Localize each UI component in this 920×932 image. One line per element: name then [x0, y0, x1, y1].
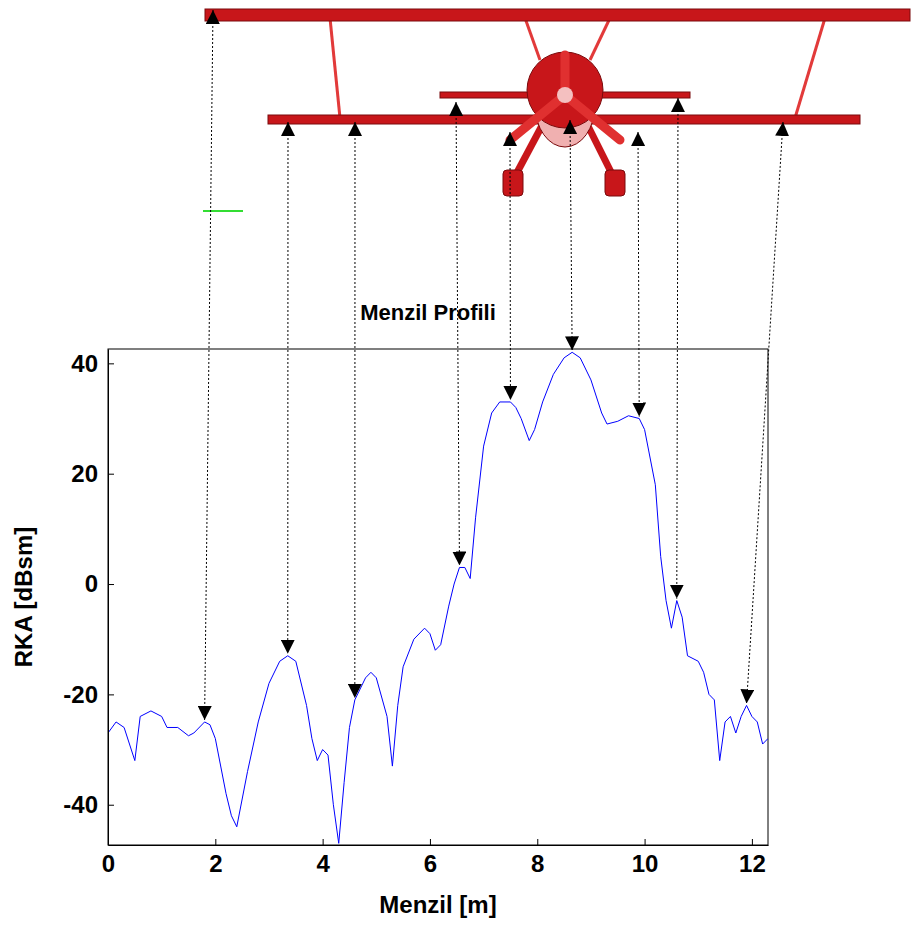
- tick: 40: [71, 350, 114, 377]
- peak-arrow: [677, 98, 678, 599]
- tick: 2: [209, 839, 222, 877]
- tick: 10: [632, 839, 659, 877]
- y-axis-title: RKA [dBsm]: [10, 527, 37, 667]
- tick-label: 0: [102, 850, 115, 877]
- strut: [795, 18, 825, 118]
- tick-mark: [108, 694, 114, 695]
- tick-mark: [215, 839, 216, 845]
- tick: -20: [63, 681, 114, 708]
- tick-mark: [108, 474, 114, 475]
- wheel: [605, 170, 625, 196]
- peak-arrow: [205, 10, 213, 720]
- axis-line: [108, 350, 109, 846]
- tick-label: 40: [71, 350, 98, 377]
- tick-mark: [323, 839, 324, 845]
- tick-label: -20: [63, 681, 98, 708]
- tick: 4: [316, 839, 330, 877]
- tick-label: 6: [424, 850, 437, 877]
- wheel: [503, 170, 523, 196]
- strut: [525, 18, 540, 60]
- plot-frame: [108, 349, 768, 845]
- marker-line: [203, 210, 243, 212]
- peak-arrow: [510, 132, 511, 400]
- tick-mark: [108, 363, 114, 364]
- chart-title: Menzil Profili: [360, 300, 496, 325]
- tick-label: 4: [316, 850, 330, 877]
- tick-label: -40: [63, 791, 98, 818]
- tick-mark: [645, 839, 646, 845]
- x-axis-title: Menzil [m]: [379, 891, 496, 918]
- strut: [590, 18, 610, 60]
- tick-label: 8: [531, 850, 544, 877]
- axis-line: [109, 845, 769, 846]
- tick-label: 12: [739, 850, 766, 877]
- tick-label: 10: [632, 850, 659, 877]
- tick: 6: [424, 839, 437, 877]
- strut: [330, 18, 340, 118]
- y-axis: -40 -20 0 20 40: [63, 350, 114, 846]
- tick: 20: [71, 460, 114, 487]
- tick-label: 0: [85, 570, 98, 597]
- propeller-hub: [557, 87, 573, 103]
- tick-mark: [537, 839, 538, 845]
- peak-arrow: [570, 120, 572, 350]
- tick: 0: [85, 570, 114, 597]
- propeller-blade: [510, 95, 565, 140]
- range-profile-line: [108, 352, 768, 843]
- tick-mark: [430, 839, 431, 845]
- peak-arrow: [287, 122, 288, 654]
- airplane: [205, 9, 910, 196]
- tick-mark: [108, 805, 114, 806]
- tick-mark: [752, 839, 753, 845]
- propeller-blade: [565, 95, 620, 140]
- tick-label: 2: [209, 850, 222, 877]
- tick: -40: [63, 791, 114, 818]
- tick: 12: [739, 839, 766, 877]
- tick-mark: [108, 584, 114, 585]
- peak-arrow: [456, 102, 459, 565]
- x-axis: 0 2 4 6 8 10 12: [102, 839, 769, 877]
- arrows: [205, 10, 783, 720]
- tick: 8: [531, 839, 544, 877]
- tick-label: 20: [71, 460, 98, 487]
- upper-wing: [205, 9, 910, 21]
- peak-arrow: [638, 132, 639, 417]
- peak-arrow: [354, 122, 355, 698]
- peak-arrow: [747, 122, 783, 703]
- chart: 0 2 4 6 8 10 12 -40 -20 0 20 40 Menzil Profili Menzil…: [0, 0, 920, 932]
- plot-area: [108, 352, 768, 843]
